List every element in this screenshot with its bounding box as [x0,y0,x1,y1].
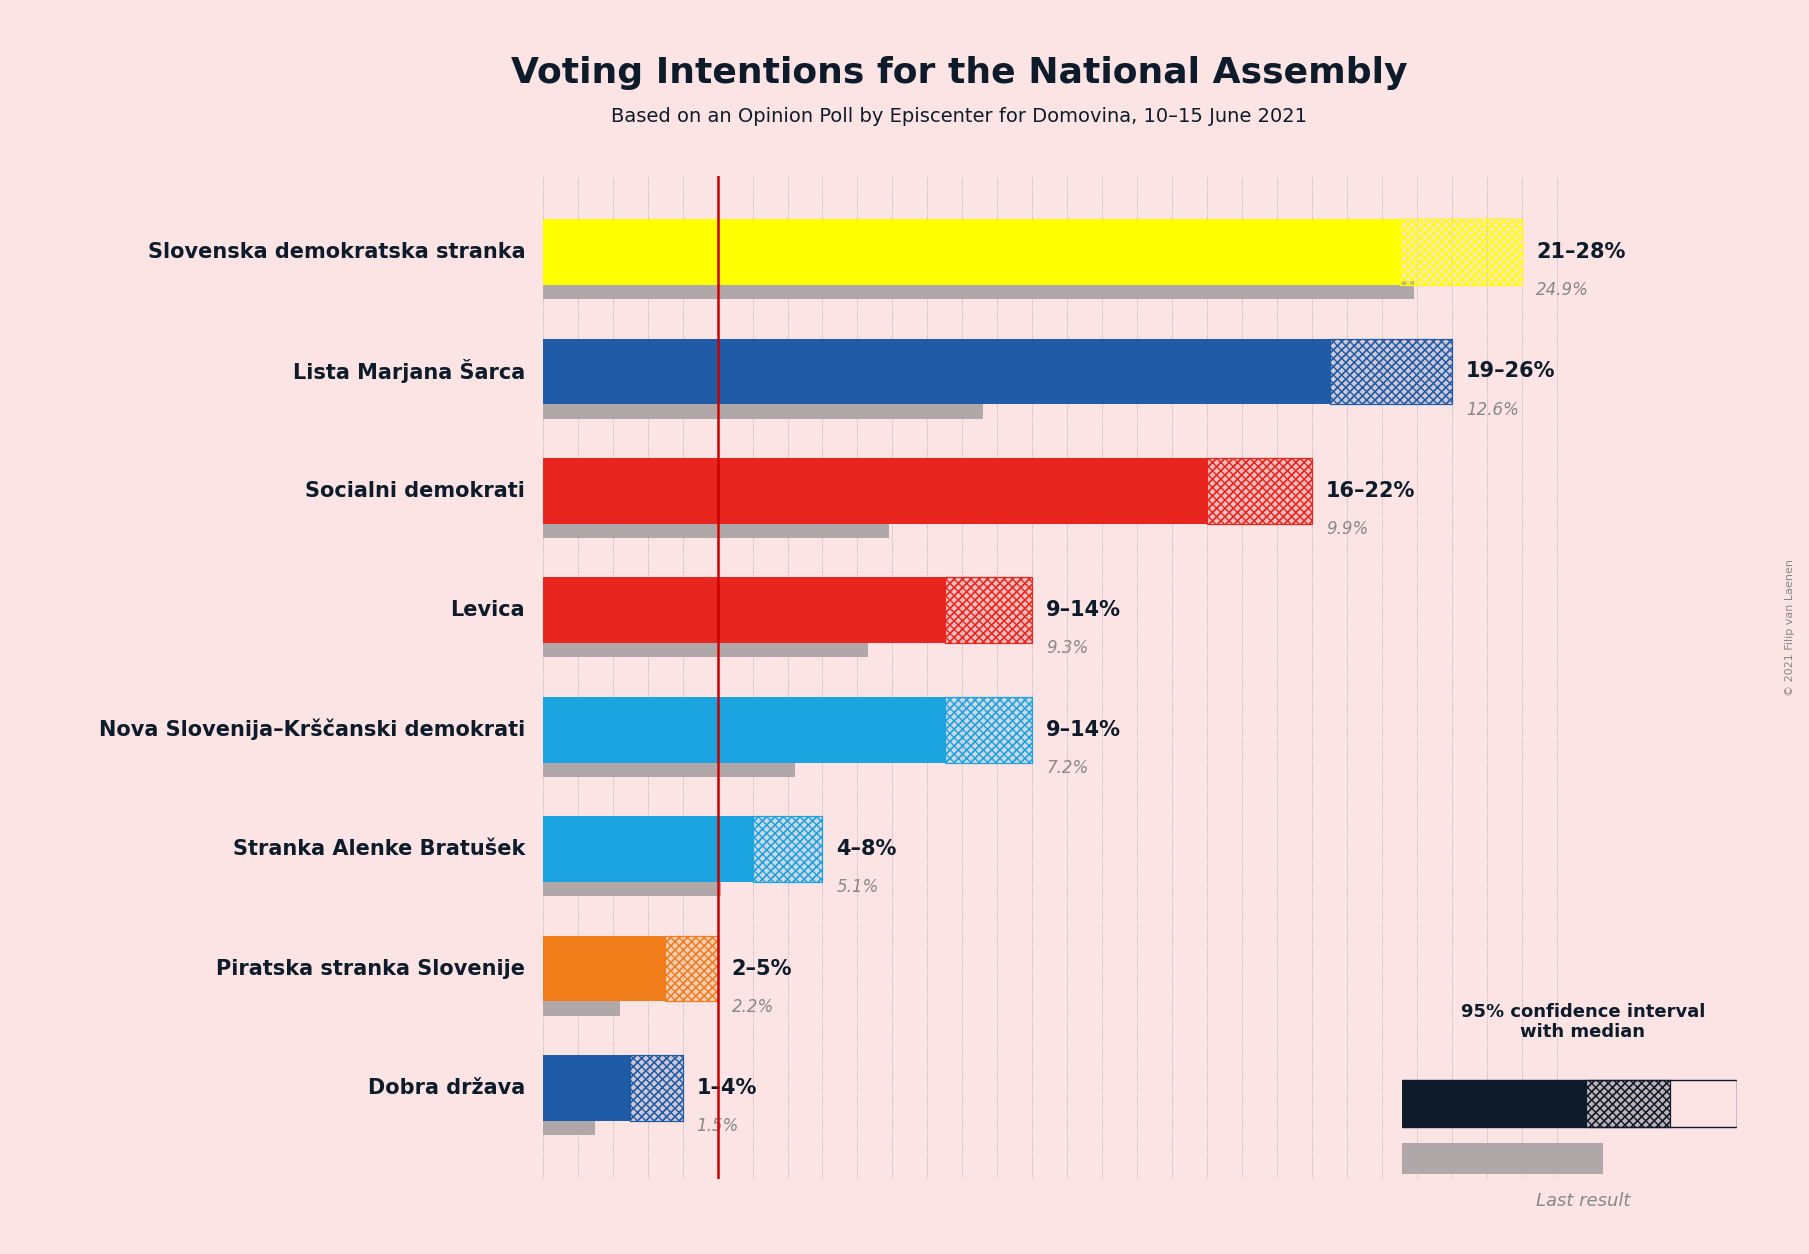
Bar [543,878,722,897]
Bar [753,816,823,882]
Text: Voting Intentions for the National Assembly: Voting Intentions for the National Assem… [510,56,1407,90]
Bar [944,697,1033,762]
Bar [543,1117,595,1135]
Bar [630,1055,682,1121]
Bar [1586,1080,1670,1127]
Bar [1330,339,1453,404]
Bar [543,339,1330,404]
Text: 19–26%: 19–26% [1465,361,1556,381]
Bar [666,935,718,1002]
Bar [1400,219,1521,285]
Text: Lista Marjana Šarca: Lista Marjana Šarca [293,360,525,384]
Bar [543,759,794,777]
Bar [1330,339,1453,404]
Text: 5.1%: 5.1% [836,878,879,897]
Text: 2–5%: 2–5% [731,958,792,978]
Bar [1402,1142,1603,1175]
Bar [543,935,666,1002]
Bar [543,458,1207,524]
Bar [753,816,823,882]
Bar [944,577,1033,643]
Bar [543,998,620,1016]
Text: Levica: Levica [450,601,525,621]
Text: Stranka Alenke Bratušek: Stranka Alenke Bratušek [233,839,525,859]
Text: 9–14%: 9–14% [1046,720,1122,740]
Bar [543,640,868,657]
Text: 9.9%: 9.9% [1326,520,1368,538]
Text: Socialni demokrati: Socialni demokrati [306,480,525,500]
Bar [944,697,1033,762]
Bar [1402,1080,1737,1127]
Bar [944,697,1033,762]
Bar [1207,458,1312,524]
Bar [1207,458,1312,524]
Text: 2.2%: 2.2% [731,998,774,1016]
Bar [630,1055,682,1121]
Text: 1.5%: 1.5% [696,1117,738,1135]
Bar [944,577,1033,643]
Text: Nova Slovenija–Krščanski demokrati: Nova Slovenija–Krščanski demokrati [99,719,525,740]
Text: Piratska stranka Slovenije: Piratska stranka Slovenije [217,958,525,978]
Bar [1586,1080,1670,1127]
Text: 4–8%: 4–8% [836,839,897,859]
Text: 24.9%: 24.9% [1536,281,1588,300]
Bar [543,697,944,762]
Text: 95% confidence interval
with median: 95% confidence interval with median [1460,1003,1706,1041]
Bar [753,816,823,882]
Text: © 2021 Filip van Laenen: © 2021 Filip van Laenen [1784,558,1795,696]
Bar [1400,219,1521,285]
Bar [1400,219,1521,285]
Text: 1–4%: 1–4% [696,1078,756,1099]
Bar [543,281,1413,300]
Bar [543,577,944,643]
Bar [543,219,1400,285]
Text: 9–14%: 9–14% [1046,601,1122,621]
Text: 7.2%: 7.2% [1046,759,1089,777]
Text: Last result: Last result [1536,1193,1630,1210]
Bar [543,816,753,882]
Bar [1586,1080,1670,1127]
Bar [543,1055,630,1121]
Bar [1330,339,1453,404]
Text: Dobra država: Dobra država [367,1078,525,1099]
Text: 21–28%: 21–28% [1536,242,1624,262]
Text: 9.3%: 9.3% [1046,640,1089,657]
Text: 12.6%: 12.6% [1465,400,1520,419]
Bar [630,1055,682,1121]
Text: 16–22%: 16–22% [1326,480,1415,500]
Bar [1402,1080,1586,1127]
Bar [666,935,718,1002]
Text: Based on an Opinion Poll by Episcenter for Domovina, 10–15 June 2021: Based on an Opinion Poll by Episcenter f… [611,107,1306,125]
Bar [543,401,984,419]
Bar [944,577,1033,643]
Bar [543,520,888,538]
Bar [1207,458,1312,524]
Text: Slovenska demokratska stranka: Slovenska demokratska stranka [148,242,525,262]
Bar [666,935,718,1002]
